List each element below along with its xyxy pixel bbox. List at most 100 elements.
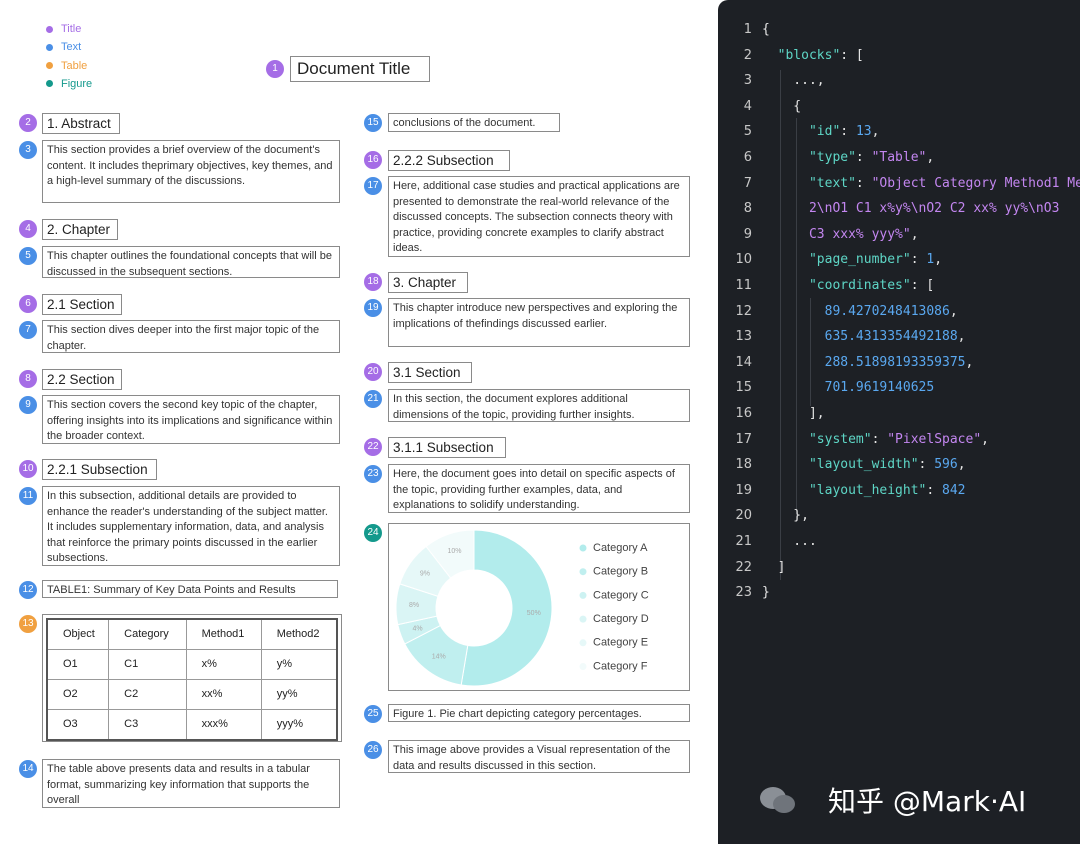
code-token: , — [934, 252, 943, 268]
block-badge: 11 — [19, 487, 37, 505]
document-panel: Title Text Table Figure 1 Document Title 2 1. A… — [19, 23, 690, 808]
block-text: This image above provides a Visual repre… — [393, 744, 671, 772]
block-text: 2.2 Section — [47, 372, 115, 387]
block-badge: 7 — [19, 321, 37, 339]
table-cell: O3 — [46, 709, 110, 741]
code-token: C3 xxx% yyy%" — [762, 226, 911, 242]
line-number: 9 — [743, 226, 752, 242]
code-token: } — [762, 585, 770, 601]
block-text: In this subsection, additional details a… — [42, 486, 340, 566]
block-text: TABLE1: Summary of Key Data Points and R… — [42, 580, 338, 598]
block-badge: 14 — [19, 760, 37, 778]
code-line: "layout_width": 596, — [762, 457, 966, 472]
code-token: : — [918, 457, 935, 473]
code-token: 701.9619140625 — [762, 380, 935, 396]
code-line: ] — [762, 560, 786, 575]
table-cell: O2 — [46, 679, 110, 710]
legend-label: Text — [61, 41, 82, 54]
pie-slice — [460, 529, 553, 687]
code-line: ..., — [762, 73, 824, 88]
line-number: 12 — [735, 303, 752, 319]
block-badge: 9 — [19, 396, 37, 414]
code-token: , — [910, 226, 919, 242]
code-token: ], — [762, 406, 825, 421]
block-text: In this section, the document explores a… — [393, 393, 635, 421]
code-token: "layout_height" — [762, 482, 927, 498]
block-badge: 19 — [364, 299, 382, 317]
block-text: 2.2.2 Subsection — [393, 153, 494, 168]
legend-label: Table — [61, 59, 88, 72]
table-cell: C2 — [108, 679, 187, 710]
line-number: 16 — [735, 406, 752, 421]
table-row: O1 C1 x% y% — [46, 649, 338, 680]
code-token: { — [762, 22, 770, 37]
line-number: 1 — [743, 22, 752, 37]
code-token: 288.51898193359375 — [762, 354, 966, 370]
block-title: 1. Abstract — [42, 113, 120, 134]
code-line: 635.4313354492188, — [762, 329, 966, 344]
block-title: 3. Chapter — [388, 272, 468, 293]
wechat-icon — [760, 787, 795, 813]
code-token: { — [762, 98, 802, 114]
line-number: 20 — [735, 508, 752, 524]
block-text: This chapter introduce new perspectives … — [393, 302, 678, 330]
code-line: }, — [762, 508, 809, 523]
code-line: "system": "PixelSpace", — [762, 432, 989, 447]
block-title: 3.1.1 Subsection — [388, 437, 506, 458]
block-badge: 3 — [19, 141, 37, 159]
block-text: In this section, the document explores a… — [388, 389, 690, 422]
block-badge: 8 — [19, 370, 37, 388]
table-header-cell: Method2 — [260, 618, 338, 650]
block-badge: 20 — [364, 363, 382, 381]
block-text: This section provides a brief overview o… — [47, 144, 333, 187]
code-token: 13 — [855, 124, 872, 140]
line-number: 17 — [735, 431, 752, 447]
slice-label: 8% — [409, 602, 419, 609]
block-text: Here, additional case studies and practi… — [388, 176, 690, 257]
line-number: 21 — [735, 534, 752, 549]
block-badge: 6 — [19, 295, 37, 313]
code-line: "blocks": [ — [762, 48, 864, 63]
line-number: 18 — [735, 457, 752, 473]
block-text: 1. Abstract — [47, 116, 111, 131]
code-token: ... — [762, 534, 817, 549]
table-cell: x% — [185, 649, 262, 680]
line-number: 10 — [735, 252, 752, 268]
block-badge: 24 — [364, 524, 382, 542]
table-cell: C3 — [108, 709, 187, 741]
block-text: This section dives deeper into the first… — [47, 324, 320, 352]
legend-label: Category C — [593, 589, 649, 601]
code-token: , — [949, 303, 958, 319]
block-text: This chapter outlines the foundational c… — [42, 246, 340, 278]
block-figure: 50% Category A 14% Category B 4% Category C 8%… — [388, 523, 690, 691]
legend-label: Category E — [593, 637, 648, 649]
block-text: This section covers the second key topic… — [47, 399, 333, 442]
code-token: , — [926, 150, 935, 165]
block-text: 2.1 Section — [47, 297, 115, 312]
code-token: : — [926, 482, 943, 498]
legend-dot — [46, 25, 53, 33]
data-table: Object Category Method1 Method2 O1 C1 x% y% O2 C2… — [46, 618, 338, 741]
code-token: : — [855, 175, 872, 191]
code-token: , — [981, 431, 989, 447]
block-text: In this subsection, additional details a… — [47, 490, 328, 564]
legend-label: Category F — [593, 660, 648, 672]
table-header-cell: Method1 — [185, 618, 262, 650]
code-token: "text" — [762, 175, 856, 191]
legend-label: Category B — [593, 566, 648, 578]
legend-swatch — [579, 615, 587, 623]
block-badge: 23 — [364, 465, 382, 483]
block-text: The table above presents data and result… — [42, 759, 340, 808]
line-number: 19 — [735, 482, 752, 498]
legend-dot — [46, 43, 53, 51]
block-title: 2.2.2 Subsection — [388, 150, 510, 171]
block-text: Figure 1. Pie chart depicting category p… — [393, 708, 642, 720]
block-title: 2. Chapter — [42, 219, 118, 240]
pie-chart: 50% Category A 14% Category B 4% Category C 8%… — [395, 529, 649, 687]
block-title: 2.2.1 Subsection — [42, 459, 157, 480]
legend-swatch — [579, 591, 587, 599]
block-text: 3.1 Section — [393, 365, 461, 380]
block-badge: 13 — [19, 615, 37, 633]
block-text: Here, additional case studies and practi… — [393, 180, 680, 254]
block-badge: 17 — [364, 177, 382, 195]
